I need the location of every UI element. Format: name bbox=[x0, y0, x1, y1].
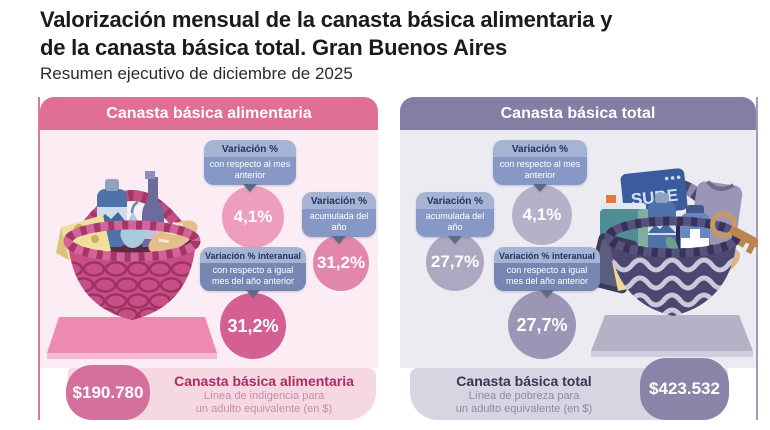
bubble-title: Variación % bbox=[204, 140, 296, 157]
footer-text-cbt: Canasta básica total Línea de pobreza pa… bbox=[418, 373, 630, 417]
bubble-subtitle: con respecto al mes anterior bbox=[493, 157, 587, 186]
value-variacion-acumulada-cbt: 27,7% bbox=[426, 233, 484, 291]
goods-basket-illustration: SUBE bbox=[588, 168, 758, 357]
value-variacion-mensual-cba: 4,1% bbox=[222, 186, 284, 248]
bubble-title: Variación % bbox=[416, 192, 494, 209]
key-icon bbox=[710, 211, 758, 255]
label-variacion-mensual-cba: Variación % con respecto al mes anterior bbox=[204, 140, 296, 186]
footer-text-cba: Canasta básica alimentaria Línea de indi… bbox=[160, 373, 368, 417]
page-title-line1: Valorización mensual de la canasta básic… bbox=[40, 7, 613, 32]
label-variacion-acumulada-cba: Variación % acumulada del año bbox=[302, 192, 376, 238]
food-basket-illustration bbox=[47, 171, 217, 359]
footer-subtitle-line2: un adulto equivalente (en $) bbox=[455, 403, 593, 416]
panel-header-alimentaria: Canasta básica alimentaria bbox=[40, 97, 378, 130]
value-variacion-interanual-cba: 31,2% bbox=[220, 293, 286, 359]
label-variacion-interanual-cbt: Variación % interanual con respecto a ig… bbox=[494, 247, 600, 292]
footer-subtitle-line2: un adulto equivalente (en $) bbox=[195, 403, 333, 416]
bubble-title: Variación % interanual bbox=[494, 247, 600, 263]
bubble-subtitle: acumulada del año bbox=[302, 209, 376, 238]
amount-cbt: $423.532 bbox=[640, 358, 729, 420]
amount-cba: $190.780 bbox=[66, 365, 150, 420]
value-variacion-mensual-cbt: 4,1% bbox=[512, 185, 572, 245]
footer-subtitle-line1: Línea de indigencia para bbox=[203, 390, 325, 403]
footer-subtitle-line1: Línea de pobreza para bbox=[468, 390, 580, 403]
panel-canasta-basica-total: Canasta básica total SUBE bbox=[400, 97, 758, 420]
bubble-subtitle: con respecto a igual mes del año anterio… bbox=[200, 263, 306, 292]
bubble-subtitle: acumulada del año bbox=[416, 209, 494, 238]
label-variacion-acumulada-cbt: Variación % acumulada del año bbox=[416, 192, 494, 238]
page-subtitle: Resumen ejecutivo de diciembre de 2025 bbox=[40, 64, 353, 83]
panel-canasta-basica-alimentaria: Canasta básica alimentaria bbox=[38, 97, 378, 420]
bubble-title: Variación % bbox=[302, 192, 376, 209]
panel-header-total: Canasta básica total bbox=[400, 97, 756, 130]
page-title: Valorización mensual de la canasta básic… bbox=[40, 6, 612, 62]
footer-title: Canasta básica total bbox=[456, 373, 592, 389]
bubble-subtitle: con respecto al mes anterior bbox=[204, 157, 296, 186]
bubble-subtitle: con respecto a igual mes del año anterio… bbox=[494, 263, 600, 292]
value-variacion-interanual-cbt: 27,7% bbox=[508, 291, 576, 359]
bubble-title: Variación % interanual bbox=[200, 247, 306, 263]
label-variacion-mensual-cbt: Variación % con respecto al mes anterior bbox=[493, 140, 587, 186]
label-variacion-interanual-cba: Variación % interanual con respecto a ig… bbox=[200, 247, 306, 292]
page-title-line2: de la canasta básica total. Gran Buenos … bbox=[40, 35, 508, 61]
bubble-title: Variación % bbox=[493, 140, 587, 157]
footer-linea-indigencia: $190.780 Canasta básica alimentaria Líne… bbox=[66, 365, 376, 420]
footer-linea-pobreza: $423.532 Canasta básica total Línea de p… bbox=[410, 358, 729, 420]
value-variacion-acumulada-cba: 31,2% bbox=[313, 235, 369, 291]
footer-title: Canasta básica alimentaria bbox=[174, 373, 354, 389]
